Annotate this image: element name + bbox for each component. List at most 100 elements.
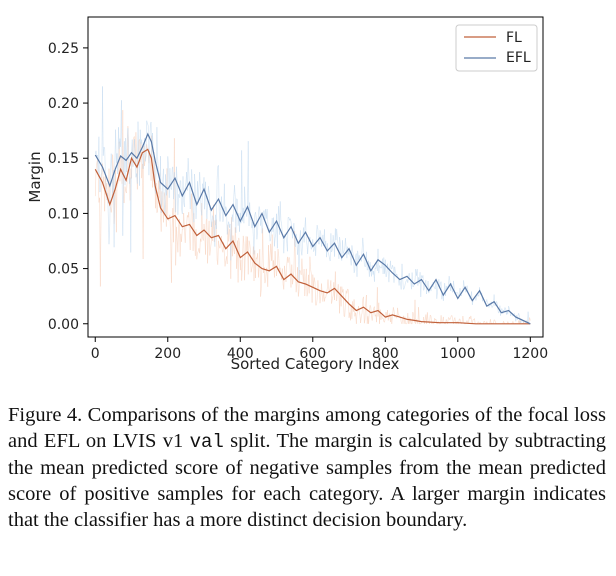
band-segment [156, 127, 158, 157]
band-segment [237, 199, 239, 226]
band-segment [182, 176, 185, 203]
band-segment [132, 137, 135, 148]
x-tick-label: 1000 [440, 346, 476, 362]
band-segment [463, 280, 465, 287]
band-segment [453, 280, 455, 288]
x-tick-label: 400 [227, 346, 254, 362]
band-segment [440, 315, 443, 324]
band-segment [234, 185, 236, 197]
band-segment [142, 150, 145, 169]
band-segment [221, 206, 224, 222]
band-segment [237, 237, 240, 283]
band-segment [459, 319, 462, 323]
band-segment [307, 240, 309, 255]
band-segment [448, 317, 450, 319]
band-segment [112, 154, 114, 173]
band-segment [470, 315, 472, 322]
band-segment [255, 217, 258, 240]
band-segment [186, 215, 188, 226]
band-segment [305, 238, 308, 246]
band-segment [338, 237, 340, 259]
band-segment [266, 267, 268, 274]
band-segment [361, 312, 363, 316]
band-segment [249, 202, 251, 220]
x-tick-label: 200 [154, 346, 181, 362]
band-segment [156, 211, 158, 213]
band-segment [353, 299, 356, 317]
band-segment [175, 226, 177, 266]
band-segment [177, 226, 179, 253]
band-segment [238, 237, 240, 245]
band-segment [471, 291, 473, 305]
y-tick-label: 0.20 [48, 96, 79, 112]
band-segment [199, 172, 201, 190]
band-segment [324, 229, 326, 247]
band-segment [398, 314, 400, 316]
band-segment [270, 229, 272, 240]
band-segment [450, 315, 452, 319]
band-segment [235, 198, 237, 233]
band-segment [216, 166, 219, 180]
band-segment [218, 165, 220, 212]
band-segment [449, 318, 451, 320]
band-segment [395, 271, 397, 276]
band-segment [476, 295, 478, 297]
band-segment [303, 269, 306, 297]
band-segment [376, 287, 379, 317]
band-segment [330, 280, 332, 304]
band-segment [337, 237, 339, 245]
band-segment [191, 169, 193, 189]
band-segment [328, 254, 330, 259]
band-segment [187, 158, 190, 172]
band-segment [471, 301, 474, 305]
band-segment [173, 172, 175, 200]
band-segment [494, 320, 496, 323]
band-segment [332, 235, 335, 242]
series-line-efl [94, 132, 531, 325]
band-segment [279, 201, 282, 221]
band-segment [191, 193, 193, 217]
band-segment [295, 259, 297, 293]
band-segment [391, 315, 393, 324]
band-segment [256, 229, 259, 240]
band-segment [253, 214, 256, 255]
band-segment [284, 265, 286, 274]
band-segment [404, 316, 406, 324]
band-segment [411, 312, 414, 324]
band-segment [141, 139, 143, 153]
band-segment [363, 319, 366, 324]
band-segment [319, 295, 322, 304]
band-segment [474, 318, 476, 324]
band-segment [202, 223, 205, 241]
band-segment [147, 123, 149, 126]
band-segment [336, 229, 338, 239]
band-segment [304, 282, 306, 297]
band-segment [493, 294, 496, 306]
band-segment [278, 255, 280, 270]
band-segment [445, 319, 448, 322]
band-segment [149, 123, 151, 150]
band-segment [413, 280, 416, 284]
band-segment [223, 252, 226, 267]
band-segment [280, 220, 282, 224]
band-segment [226, 225, 229, 235]
band-segment [224, 206, 227, 212]
band-segment [210, 242, 212, 249]
band-segment [212, 215, 214, 219]
band-segment [255, 212, 257, 218]
band-segment [490, 301, 493, 308]
band-segment [313, 277, 315, 288]
band-segment [117, 127, 119, 175]
band-segment [327, 251, 330, 255]
band-segment [345, 290, 347, 305]
band-segment [477, 321, 480, 323]
band-segment [274, 251, 277, 269]
band-segment [281, 223, 283, 233]
band-segment [331, 298, 333, 304]
band-segment [98, 136, 100, 192]
band-segment [260, 288, 262, 297]
band-segment [345, 238, 347, 247]
band-segment [287, 257, 290, 263]
band-segment [258, 266, 260, 278]
band-segment [208, 220, 211, 256]
